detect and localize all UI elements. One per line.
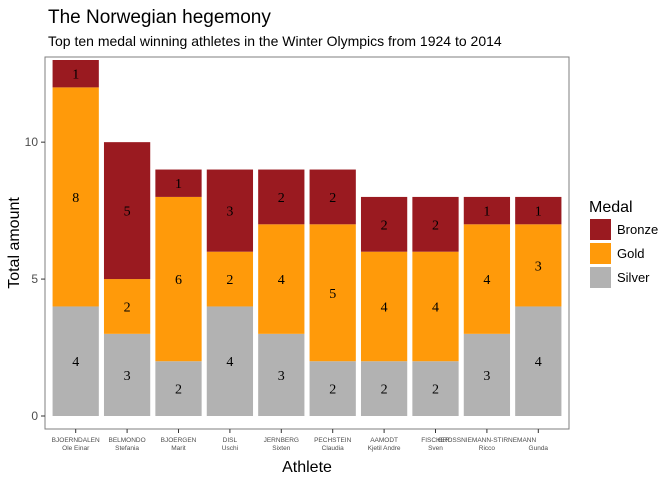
bar-segment-gold <box>360 251 408 362</box>
bar-value-label: 2 <box>124 300 131 315</box>
bar-value-label: 3 <box>124 369 131 384</box>
bar-value-label: 4 <box>226 355 233 370</box>
bar-value-label: 1 <box>535 205 542 220</box>
legend-title: Medal <box>589 199 633 216</box>
x-tick-label-surname: FISCHER <box>421 437 450 444</box>
bar-value-label: 6 <box>175 273 182 288</box>
bar-value-label: 1 <box>483 205 490 220</box>
bar-segment-silver <box>515 306 562 416</box>
x-axis-title: Athlete <box>282 459 332 476</box>
chart-title: The Norwegian hegemony <box>48 7 271 28</box>
bar-segment-bronze <box>412 196 459 252</box>
bar-segment-silver <box>258 333 305 416</box>
x-tick-label-surname: JERNBERG <box>264 437 299 444</box>
y-tick-label: 5 <box>31 272 38 286</box>
y-tick-label: 0 <box>31 409 38 423</box>
bar-segment-bronze <box>309 169 356 225</box>
bar-value-label: 8 <box>72 191 79 206</box>
y-axis: 0 5 10 <box>25 135 45 423</box>
x-tick-label-surname: AAMODT <box>370 437 398 444</box>
bar-segment-gold <box>309 224 356 362</box>
x-tick-label-given: Stefania <box>115 445 139 452</box>
x-tick-label-surname: DISL <box>223 437 238 444</box>
bar-segment-gold <box>206 251 254 307</box>
bar-segment-bronze <box>360 196 408 252</box>
bar-segment-silver <box>412 361 459 416</box>
bar-segment-bronze <box>103 142 151 280</box>
legend-swatch-silver <box>590 267 611 288</box>
x-tick-label-given: Uschi <box>222 445 238 452</box>
bar-value-label: 3 <box>535 259 542 274</box>
bar-value-label: 3 <box>226 205 233 220</box>
legend: Medal Bronze Gold Silver <box>589 199 658 288</box>
bar-segment-silver <box>103 333 151 416</box>
bar-segment-gold <box>155 196 202 362</box>
bar-value-label: 4 <box>381 300 388 315</box>
bar-segment-bronze <box>463 196 511 225</box>
bar-segment-silver <box>309 361 356 416</box>
bar-segment-gold <box>103 279 151 334</box>
bar-value-label: 1 <box>72 68 79 83</box>
bar-segment-gold <box>515 224 562 307</box>
legend-items: Bronze Gold Silver <box>590 219 658 288</box>
legend-label-gold: Gold <box>617 246 644 261</box>
bar-segment-silver <box>360 361 408 416</box>
bar-value-label: 2 <box>226 273 233 288</box>
bar-segment-bronze <box>206 169 254 252</box>
bar-value-label: 2 <box>329 191 336 206</box>
bar-segment-gold <box>258 224 305 334</box>
bar-segment-bronze <box>258 169 305 225</box>
x-tick-label-given: Gunda <box>529 445 549 452</box>
bar-segment-silver <box>52 306 99 416</box>
x-tick-label-given: Claudia <box>322 445 344 452</box>
bar-value-label: 3 <box>483 369 490 384</box>
x-tick-label-surname: BELMONDO <box>108 437 145 444</box>
bar-value-label: 4 <box>432 300 439 315</box>
x-tick-label-given: Sixten <box>272 445 290 452</box>
bar-segment-gold <box>52 87 99 307</box>
x-tick-label-surname: PECHSTEIN <box>314 437 352 444</box>
bars-group: 4 8 1 3 2 5 2 6 1 4 2 3 3 4 2 2 5 2 2 4 2 2 4 2 3 4 1 4 3 1 <box>52 60 562 416</box>
bar-value-label: 2 <box>381 383 388 398</box>
bar-segment-gold <box>463 224 511 334</box>
bar-value-label: 4 <box>483 273 490 288</box>
bar-value-label: 2 <box>278 191 285 206</box>
bar-value-label: 5 <box>124 205 131 220</box>
legend-label-silver: Silver <box>617 270 650 285</box>
x-tick-label-given: Kjetil Andre <box>368 445 401 452</box>
legend-swatch-bronze <box>590 219 611 240</box>
bar-value-label: 1 <box>175 177 182 192</box>
x-tick-label-given: Ricco <box>479 445 496 452</box>
bar-value-label: 2 <box>381 218 388 233</box>
x-tick-label-surname: BJOERGEN <box>161 437 197 444</box>
bar-value-label: 2 <box>329 383 336 398</box>
legend-swatch-gold <box>590 243 611 264</box>
bar-segment-bronze <box>515 196 562 225</box>
x-tick-label-surname: BJOERNDALEN <box>52 437 100 444</box>
y-axis-title: Total amount <box>6 197 23 289</box>
bar-value-label: 4 <box>535 355 542 370</box>
bar-value-label: 5 <box>329 287 336 302</box>
bar-value-label: 2 <box>175 383 182 398</box>
bar-segment-silver <box>206 306 254 416</box>
bar-segment-gold <box>412 251 459 362</box>
x-tick-label-given: Sven <box>428 445 443 452</box>
bar-segment-silver <box>463 333 511 416</box>
bar-value-label: 2 <box>432 383 439 398</box>
bar-segment-silver <box>155 361 202 416</box>
bar-segment-bronze <box>52 60 99 88</box>
y-tick-label: 10 <box>25 135 39 149</box>
bar-value-label: 3 <box>278 369 285 384</box>
bar-value-label: 4 <box>278 273 285 288</box>
chart-subtitle: Top ten medal winning athletes in the Wi… <box>48 33 502 49</box>
legend-label-bronze: Bronze <box>617 222 658 237</box>
bar-value-label: 4 <box>72 355 79 370</box>
x-tick-label-given: Marit <box>171 445 186 452</box>
bar-segment-bronze <box>155 169 202 197</box>
x-tick-label-given: Ole Einar <box>62 445 90 452</box>
x-tick-label-surname: GROSSNIEMANN-STIRNEMANN <box>438 437 537 444</box>
bar-value-label: 2 <box>432 218 439 233</box>
